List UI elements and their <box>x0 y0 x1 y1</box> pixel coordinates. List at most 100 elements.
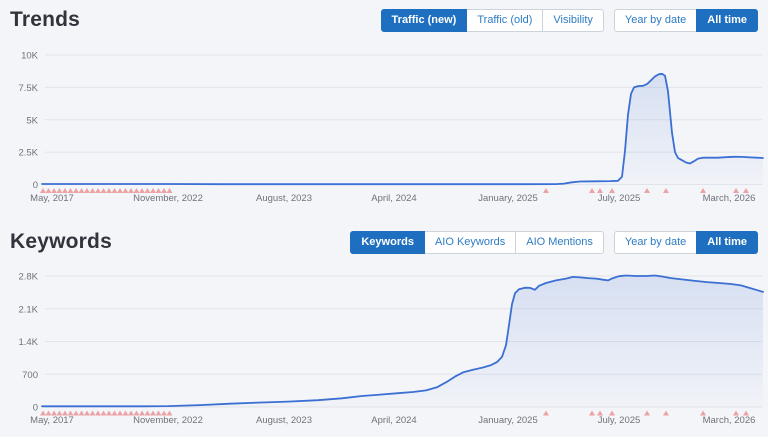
event-marker-triangle-icon <box>89 188 96 193</box>
event-marker-triangle-icon <box>609 410 615 416</box>
event-marker-triangle-icon <box>150 188 156 193</box>
trends-button-groups: Traffic (new) Traffic (old) Visibility Year… <box>380 8 758 32</box>
event-marker-triangle-icon <box>95 188 101 193</box>
event-marker-triangle-icon <box>589 410 595 416</box>
keywords-btn-group-0: Keywords AIO Keywords AIO Mentions <box>350 230 604 254</box>
trends-btn-group-1: Year by date All time <box>613 8 758 32</box>
trends-btn-group-0: Traffic (new) Traffic (old) Visibility <box>380 8 604 32</box>
event-marker-triangle-icon <box>89 410 96 416</box>
event-marker-triangle-icon <box>597 188 603 193</box>
event-marker-triangle-icon <box>117 188 123 193</box>
x-tick-label: May, 2017 <box>30 415 74 426</box>
event-marker-triangle-icon <box>733 188 739 193</box>
x-tick-label: August, 2023 <box>256 193 312 204</box>
event-marker-triangle-icon <box>45 188 52 193</box>
trends-btn-traffic-old[interactable]: Traffic (old) <box>466 8 544 32</box>
event-marker-triangle-icon <box>40 410 46 416</box>
event-marker-triangle-icon <box>150 410 156 416</box>
event-marker-triangle-icon <box>743 188 749 193</box>
y-tick-label: 0 <box>33 180 38 191</box>
x-tick-label: July, 2025 <box>598 193 641 204</box>
event-marker-triangle-icon <box>161 410 167 416</box>
traffic-new-line <box>41 72 764 186</box>
event-marker-triangle-icon <box>663 410 669 416</box>
x-tick-label: April, 2024 <box>371 415 416 426</box>
event-marker-triangle-icon <box>106 188 112 193</box>
event-marker-triangle-icon <box>62 410 68 416</box>
trends-btn-visibility[interactable]: Visibility <box>542 8 604 32</box>
trends-btn-year-by-date[interactable]: Year by date <box>613 8 698 32</box>
keywords-button-groups: Keywords AIO Keywords AIO Mentions Year by … <box>350 230 758 254</box>
y-tick-label: 2.1K <box>18 304 38 315</box>
keywords-btn-all-time[interactable]: All time <box>696 230 758 254</box>
event-marker-triangle-icon <box>84 188 90 193</box>
y-tick-label: 0 <box>33 403 38 414</box>
event-marker-triangle-icon <box>100 188 107 193</box>
event-marker-triangle-icon <box>122 410 129 416</box>
event-marker-triangle-icon <box>133 410 140 416</box>
event-marker-triangle-icon <box>743 410 749 416</box>
keywords-area <box>42 275 763 407</box>
event-marker-triangle-icon <box>45 410 52 416</box>
event-marker-triangle-icon <box>56 188 63 193</box>
event-marker-triangle-icon <box>155 188 162 193</box>
event-marker-triangle-icon <box>128 188 134 193</box>
event-marker-triangle-icon <box>644 410 650 416</box>
y-tick-label: 700 <box>22 370 38 381</box>
x-tick-label: May, 2017 <box>30 193 74 204</box>
event-marker-triangle-icon <box>700 410 706 416</box>
x-tick-label: March, 2026 <box>703 415 756 426</box>
y-axis-labels: 0 2.5K 5K 7.5K 10K <box>18 51 38 192</box>
event-marker-triangle-icon <box>40 188 46 193</box>
keywords-chart: 0 700 1.4K 2.1K 2.8K May, 2017 November, 2022 A… <box>18 272 764 426</box>
trends-title: Trends <box>10 8 81 31</box>
event-marker-triangle-icon <box>139 188 145 193</box>
event-marker-triangle-icon <box>73 410 79 416</box>
x-tick-label: November, 2022 <box>133 193 203 204</box>
x-tick-label: January, 2025 <box>478 415 538 426</box>
event-marker-triangle-icon <box>78 188 85 193</box>
event-marker-triangle-icon <box>62 188 68 193</box>
event-marker-triangle-icon <box>700 188 706 193</box>
keywords-btn-aio-keywords[interactable]: AIO Keywords <box>423 230 517 254</box>
event-marker-triangle-icon <box>51 410 57 416</box>
y-tick-label: 2.5K <box>18 148 38 159</box>
y-tick-label: 1.4K <box>18 337 38 348</box>
event-marker-triangle-icon <box>543 188 549 193</box>
event-marker-triangle-icon <box>644 188 650 193</box>
x-tick-label: January, 2025 <box>478 193 538 204</box>
traffic-new-area <box>42 73 763 185</box>
event-marker-triangle-icon <box>111 188 118 193</box>
event-marker-triangle-icon <box>100 410 107 416</box>
y-tick-label: 7.5K <box>18 83 38 94</box>
event-marker-triangle-icon <box>78 410 85 416</box>
event-marker-triangle-icon <box>122 188 129 193</box>
x-tick-label: August, 2023 <box>256 415 312 426</box>
x-tick-label: July, 2025 <box>598 415 641 426</box>
x-tick-label: April, 2024 <box>371 193 416 204</box>
keywords-btn-year-by-date[interactable]: Year by date <box>613 230 698 254</box>
event-marker-triangle-icon <box>56 410 63 416</box>
trends-btn-traffic-new[interactable]: Traffic (new) <box>380 8 468 32</box>
event-marker-triangle-icon <box>609 188 615 193</box>
event-marker-triangle-icon <box>51 188 57 193</box>
event-marker-triangle-icon <box>139 410 145 416</box>
event-marker-triangle-icon <box>543 410 549 416</box>
event-marker-triangle-icon <box>133 188 140 193</box>
event-markers <box>40 410 749 416</box>
trends-btn-all-time[interactable]: All time <box>696 8 758 32</box>
event-marker-triangle-icon <box>67 410 74 416</box>
event-marker-triangle-icon <box>67 188 74 193</box>
event-marker-triangle-icon <box>117 410 123 416</box>
y-axis-labels: 0 700 1.4K 2.1K 2.8K <box>18 272 38 414</box>
event-marker-triangle-icon <box>166 410 173 416</box>
keywords-btn-aio-mentions[interactable]: AIO Mentions <box>515 230 604 254</box>
event-marker-triangle-icon <box>128 410 134 416</box>
x-axis-labels: May, 2017 November, 2022 August, 2023 April… <box>30 193 755 204</box>
keywords-line <box>41 274 764 408</box>
event-marker-triangle-icon <box>95 410 101 416</box>
keywords-btn-keywords[interactable]: Keywords <box>350 230 425 254</box>
event-marker-triangle-icon <box>733 410 739 416</box>
y-tick-label: 5K <box>26 115 38 126</box>
event-markers <box>40 188 749 193</box>
